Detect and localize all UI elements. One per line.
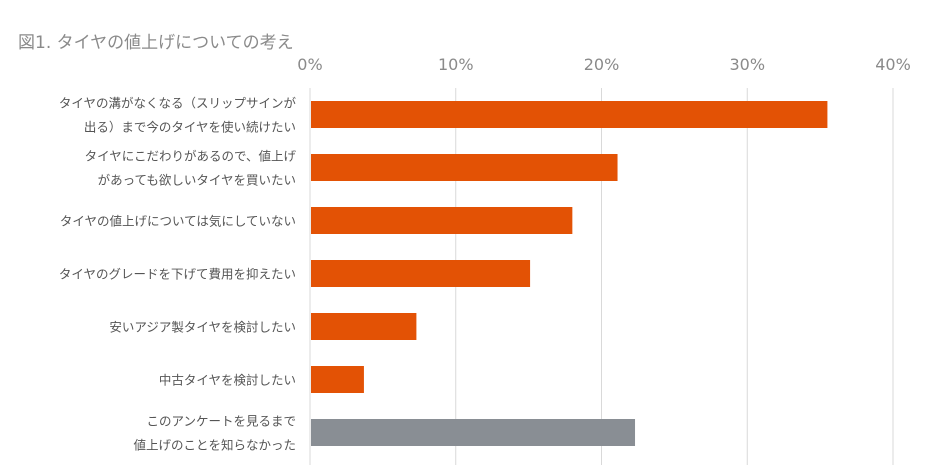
x-tick-label: 30%	[729, 55, 765, 74]
category-label: タイヤにこだわりがあるので、値上げ	[85, 149, 297, 164]
category-label: 値上げのことを知らなかった	[133, 438, 296, 453]
category-label: このアンケートを見るまで	[146, 414, 296, 429]
x-tick-label: 20%	[584, 55, 620, 74]
category-label: 中古タイヤを検討したい	[159, 373, 296, 388]
bar	[311, 101, 828, 128]
bar	[311, 154, 618, 181]
category-label: タイヤの溝がなくなる（スリップサインが	[59, 96, 297, 111]
category-label: タイヤのグレードを下げて費用を抑えたい	[59, 267, 296, 282]
x-tick-label: 40%	[875, 55, 911, 74]
category-label: 出る）まで今のタイヤを使い続けたい	[84, 120, 296, 135]
bar	[311, 313, 417, 340]
bar	[311, 419, 636, 446]
category-label: 安いアジア製タイヤを検討したい	[109, 320, 296, 335]
category-label: タイヤの値上げについては気にしていない	[60, 214, 296, 229]
bar	[311, 260, 531, 287]
category-label: があっても欲しいタイヤを買いたい	[98, 173, 296, 188]
x-tick-label: 0%	[297, 55, 322, 74]
chart-title: 図1. タイヤの値上げについての考え	[18, 33, 294, 53]
bar	[311, 207, 573, 234]
x-tick-label: 10%	[438, 55, 474, 74]
bar	[311, 366, 364, 393]
